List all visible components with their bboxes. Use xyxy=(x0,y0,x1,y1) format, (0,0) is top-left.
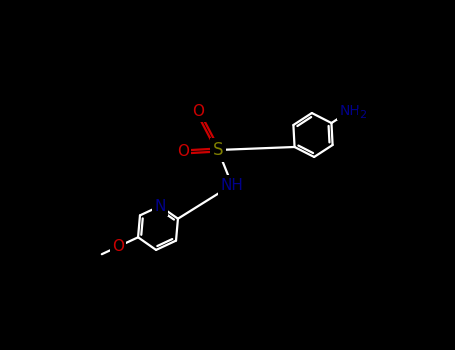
Text: 2: 2 xyxy=(359,110,366,120)
Text: O: O xyxy=(112,239,124,254)
Text: NH: NH xyxy=(339,104,360,118)
Text: N: N xyxy=(154,198,166,214)
Text: S: S xyxy=(213,141,223,159)
Text: NH: NH xyxy=(221,177,243,192)
Text: O: O xyxy=(177,145,189,160)
Text: O: O xyxy=(192,105,204,119)
